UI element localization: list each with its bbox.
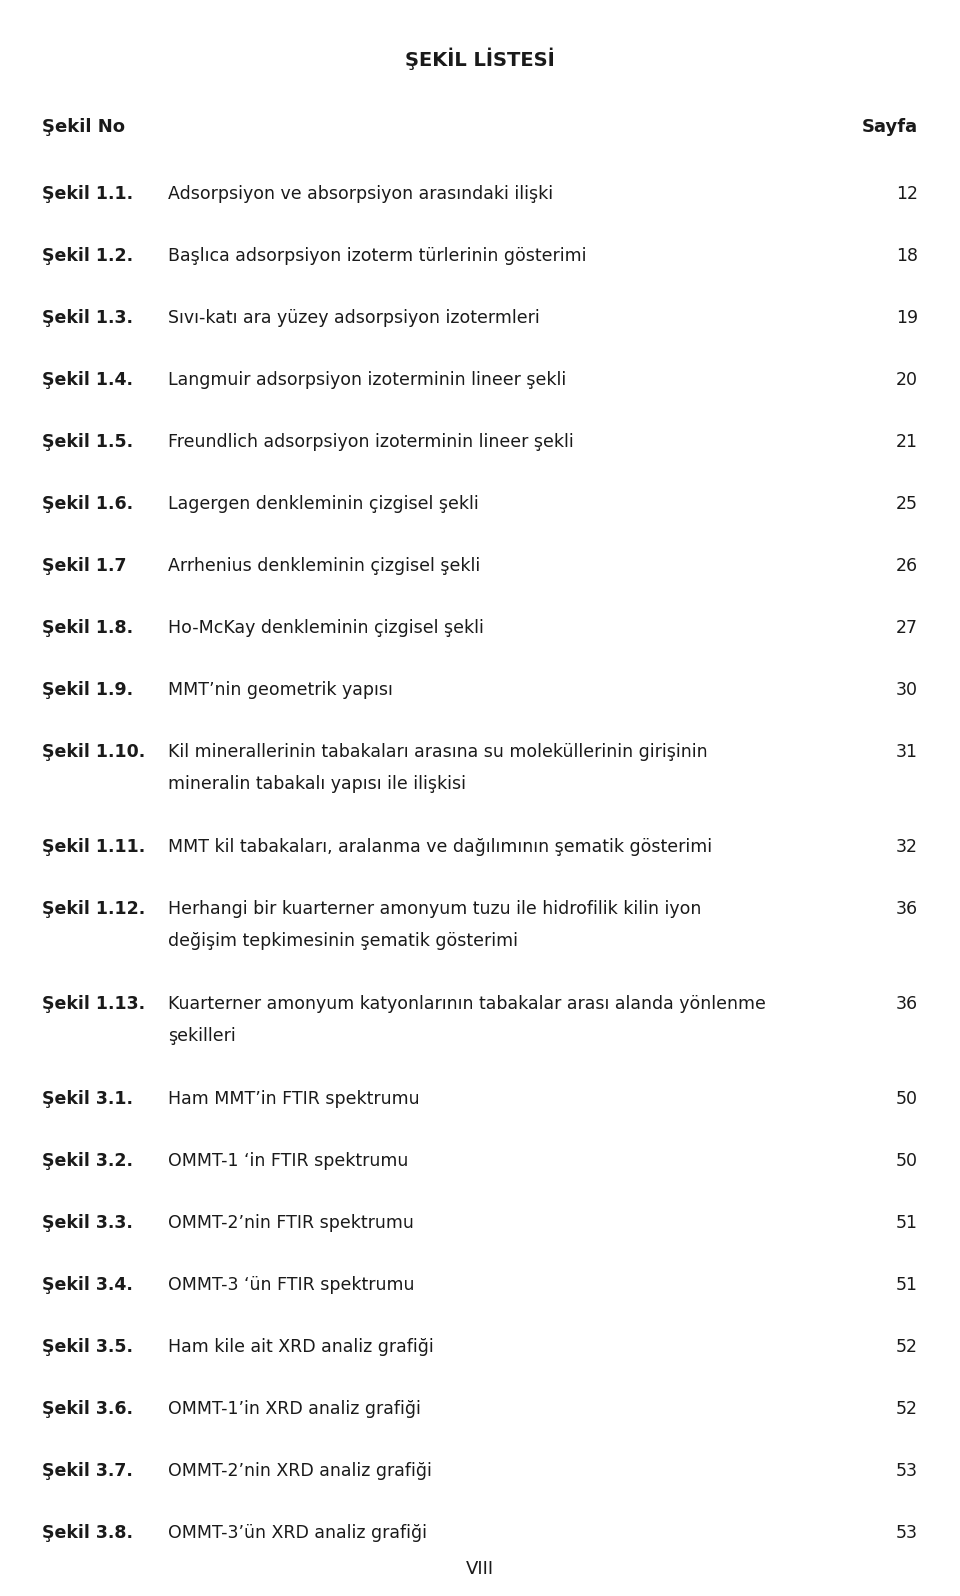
Text: Lagergen denkleminin çizgisel şekli: Lagergen denkleminin çizgisel şekli bbox=[168, 495, 479, 512]
Text: Şekil 3.3.: Şekil 3.3. bbox=[42, 1215, 132, 1232]
Text: Şekil 1.12.: Şekil 1.12. bbox=[42, 900, 145, 918]
Text: Kil minerallerinin tabakaları arasına su moleküllerinin girişinin: Kil minerallerinin tabakaları arasına su… bbox=[168, 744, 708, 761]
Text: Herhangi bir kuarterner amonyum tuzu ile hidrofilik kilin iyon: Herhangi bir kuarterner amonyum tuzu ile… bbox=[168, 900, 702, 918]
Text: Ham MMT’in FTIR spektrumu: Ham MMT’in FTIR spektrumu bbox=[168, 1090, 420, 1108]
Text: 50: 50 bbox=[896, 1090, 918, 1108]
Text: 52: 52 bbox=[896, 1400, 918, 1417]
Text: ŞEKİL LİSTESİ: ŞEKİL LİSTESİ bbox=[405, 48, 555, 70]
Text: 32: 32 bbox=[896, 838, 918, 855]
Text: Langmuir adsorpsiyon izoterminin lineer şekli: Langmuir adsorpsiyon izoterminin lineer … bbox=[168, 370, 566, 389]
Text: Şekil 1.6.: Şekil 1.6. bbox=[42, 495, 133, 512]
Text: 25: 25 bbox=[896, 495, 918, 512]
Text: OMMT-1’in XRD analiz grafiği: OMMT-1’in XRD analiz grafiği bbox=[168, 1400, 420, 1417]
Text: Şekil 3.8.: Şekil 3.8. bbox=[42, 1524, 133, 1542]
Text: Şekil 3.1.: Şekil 3.1. bbox=[42, 1090, 133, 1108]
Text: 53: 53 bbox=[896, 1524, 918, 1542]
Text: Şekil 1.4.: Şekil 1.4. bbox=[42, 370, 133, 389]
Text: 30: 30 bbox=[896, 681, 918, 699]
Text: Ham kile ait XRD analiz grafiği: Ham kile ait XRD analiz grafiği bbox=[168, 1337, 434, 1357]
Text: Şekil 1.7: Şekil 1.7 bbox=[42, 557, 127, 575]
Text: Şekil 1.11.: Şekil 1.11. bbox=[42, 838, 145, 855]
Text: 19: 19 bbox=[896, 310, 918, 327]
Text: OMMT-2’nin XRD analiz grafiği: OMMT-2’nin XRD analiz grafiği bbox=[168, 1462, 432, 1479]
Text: 52: 52 bbox=[896, 1337, 918, 1357]
Text: Şekil No: Şekil No bbox=[42, 118, 125, 136]
Text: 27: 27 bbox=[896, 619, 918, 637]
Text: MMT kil tabakaları, aralanma ve dağılımının şematik gösterimi: MMT kil tabakaları, aralanma ve dağılımı… bbox=[168, 838, 712, 855]
Text: Şekil 1.1.: Şekil 1.1. bbox=[42, 185, 133, 203]
Text: Şekil 3.7.: Şekil 3.7. bbox=[42, 1462, 132, 1479]
Text: Arrhenius denkleminin çizgisel şekli: Arrhenius denkleminin çizgisel şekli bbox=[168, 557, 480, 575]
Text: şekilleri: şekilleri bbox=[168, 1026, 236, 1045]
Text: OMMT-1 ‘in FTIR spektrumu: OMMT-1 ‘in FTIR spektrumu bbox=[168, 1152, 408, 1170]
Text: 36: 36 bbox=[896, 900, 918, 918]
Text: Şekil 1.3.: Şekil 1.3. bbox=[42, 310, 133, 327]
Text: MMT’nin geometrik yapısı: MMT’nin geometrik yapısı bbox=[168, 681, 393, 699]
Text: 51: 51 bbox=[896, 1215, 918, 1232]
Text: Sıvı-katı ara yüzey adsorpsiyon izotermleri: Sıvı-katı ara yüzey adsorpsiyon izoterml… bbox=[168, 310, 540, 327]
Text: 36: 36 bbox=[896, 994, 918, 1013]
Text: 20: 20 bbox=[896, 370, 918, 389]
Text: Şekil 3.2.: Şekil 3.2. bbox=[42, 1152, 133, 1170]
Text: Şekil 1.13.: Şekil 1.13. bbox=[42, 994, 145, 1013]
Text: 26: 26 bbox=[896, 557, 918, 575]
Text: Şekil 3.4.: Şekil 3.4. bbox=[42, 1275, 132, 1294]
Text: Şekil 1.2.: Şekil 1.2. bbox=[42, 247, 133, 265]
Text: 50: 50 bbox=[896, 1152, 918, 1170]
Text: OMMT-3 ‘ün FTIR spektrumu: OMMT-3 ‘ün FTIR spektrumu bbox=[168, 1275, 415, 1294]
Text: 21: 21 bbox=[896, 433, 918, 452]
Text: 12: 12 bbox=[896, 185, 918, 203]
Text: Şekil 1.8.: Şekil 1.8. bbox=[42, 619, 133, 637]
Text: Şekil 1.9.: Şekil 1.9. bbox=[42, 681, 133, 699]
Text: Şekil 3.6.: Şekil 3.6. bbox=[42, 1400, 133, 1417]
Text: 18: 18 bbox=[896, 247, 918, 265]
Text: Adsorpsiyon ve absorpsiyon arasındaki ilişki: Adsorpsiyon ve absorpsiyon arasındaki il… bbox=[168, 185, 553, 203]
Text: Freundlich adsorpsiyon izoterminin lineer şekli: Freundlich adsorpsiyon izoterminin linee… bbox=[168, 433, 574, 452]
Text: Sayfa: Sayfa bbox=[862, 118, 918, 136]
Text: değişim tepkimesinin şematik gösterimi: değişim tepkimesinin şematik gösterimi bbox=[168, 932, 518, 950]
Text: Şekil 1.10.: Şekil 1.10. bbox=[42, 744, 145, 761]
Text: mineralin tabakalı yapısı ile ilişkisi: mineralin tabakalı yapısı ile ilişkisi bbox=[168, 776, 466, 793]
Text: 53: 53 bbox=[896, 1462, 918, 1479]
Text: Ho-McKay denkleminin çizgisel şekli: Ho-McKay denkleminin çizgisel şekli bbox=[168, 619, 484, 637]
Text: Başlıca adsorpsiyon izoterm türlerinin gösterimi: Başlıca adsorpsiyon izoterm türlerinin g… bbox=[168, 247, 587, 265]
Text: 51: 51 bbox=[896, 1275, 918, 1294]
Text: 31: 31 bbox=[896, 744, 918, 761]
Text: Şekil 3.5.: Şekil 3.5. bbox=[42, 1337, 133, 1357]
Text: VIII: VIII bbox=[466, 1559, 494, 1578]
Text: OMMT-3’ün XRD analiz grafiği: OMMT-3’ün XRD analiz grafiği bbox=[168, 1524, 427, 1542]
Text: OMMT-2’nin FTIR spektrumu: OMMT-2’nin FTIR spektrumu bbox=[168, 1215, 414, 1232]
Text: Şekil 1.5.: Şekil 1.5. bbox=[42, 433, 133, 452]
Text: Kuarterner amonyum katyonlarının tabakalar arası alanda yönlenme: Kuarterner amonyum katyonlarının tabakal… bbox=[168, 994, 766, 1013]
